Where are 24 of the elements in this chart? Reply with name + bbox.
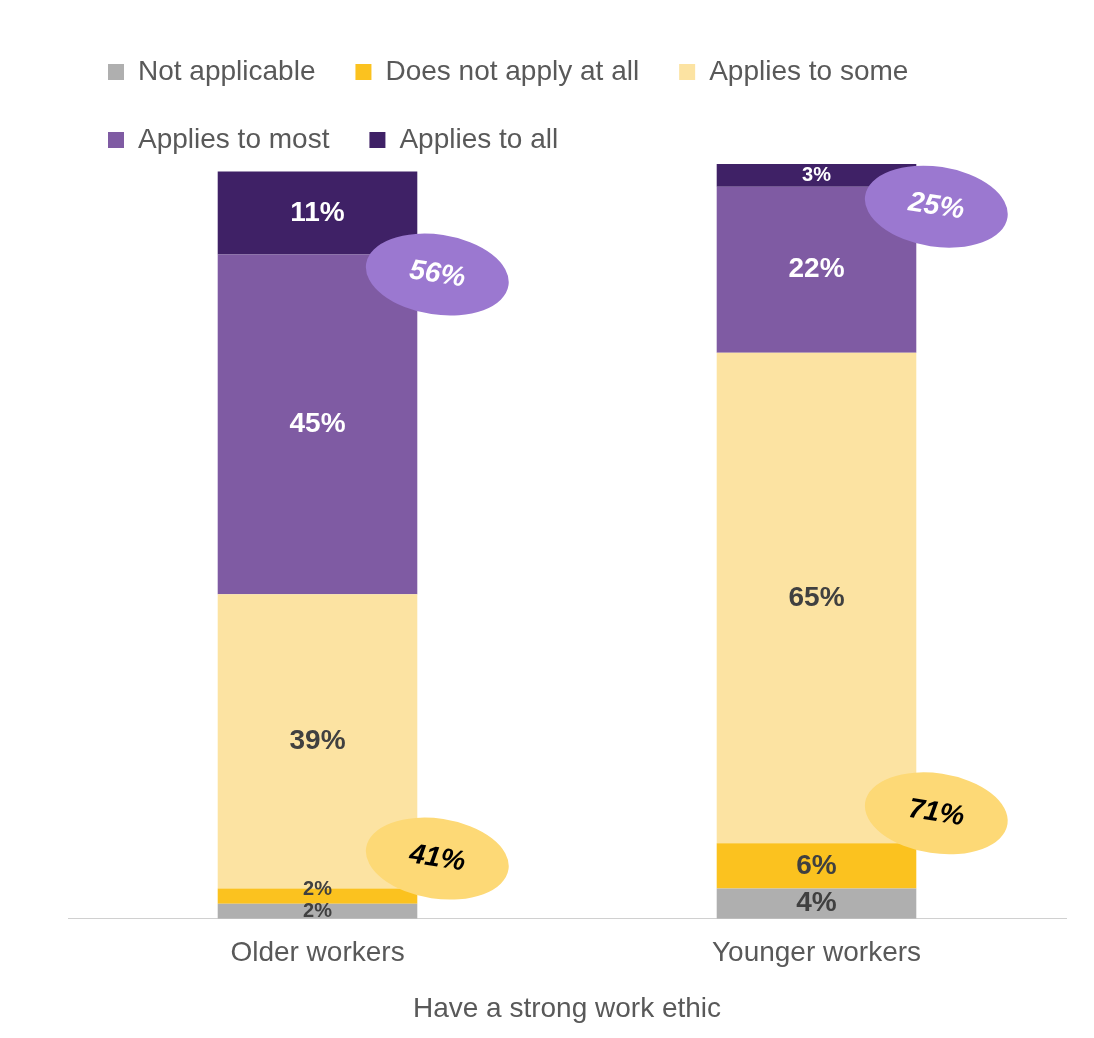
data-label: 3% — [802, 162, 832, 185]
annotation: 56% — [407, 253, 468, 293]
data-label: 2% — [303, 876, 333, 899]
data-label: 6% — [796, 848, 837, 880]
legend-label: Applies to all — [399, 122, 559, 154]
legend-label: Applies to most — [138, 122, 330, 154]
bar — [716, 843, 917, 889]
annotation: 71% — [906, 792, 967, 832]
data-label: 45% — [289, 407, 346, 439]
legend-label: Does not apply at all — [385, 54, 640, 86]
x-tick-label: Older workers — [230, 936, 405, 968]
x-axis-title: Have a strong work ethic — [412, 991, 722, 1023]
data-label: 11% — [290, 195, 345, 227]
legend-label: Not applicable — [138, 54, 316, 86]
data-label: 22% — [788, 252, 845, 284]
data-label: 39% — [289, 724, 346, 756]
data-label: 4% — [796, 886, 837, 918]
annotation: 41% — [406, 837, 468, 877]
x-tick-label: Younger workers — [711, 936, 922, 968]
data-label: 2% — [303, 898, 333, 921]
legend-label: Applies to some — [709, 54, 909, 86]
annotation: 25% — [905, 185, 967, 225]
data-label: 65% — [788, 580, 845, 612]
bar — [217, 171, 418, 255]
